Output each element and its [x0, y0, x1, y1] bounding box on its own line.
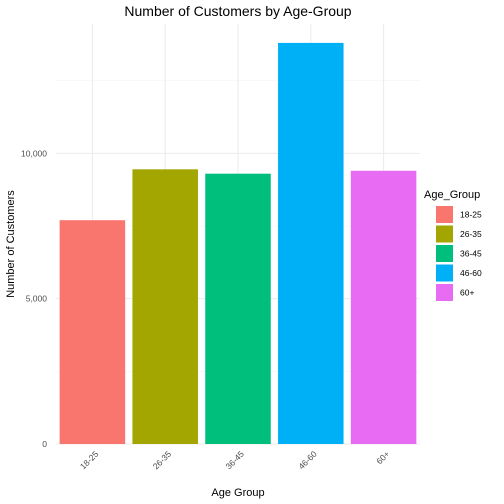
x-tick-label: 36-45 [223, 449, 246, 472]
legend-key [436, 245, 453, 262]
legend-key [436, 284, 453, 301]
x-axis-ticks: 18-25 26-35 36-45 46-60 60+ [78, 449, 392, 472]
y-axis-ticks: 0 5,000 10,000 [21, 148, 47, 449]
bar-36-45 [205, 173, 271, 444]
y-tick-label: 0 [42, 439, 47, 449]
legend-label: 26-35 [460, 229, 482, 239]
bar-26-35 [132, 169, 198, 444]
legend-title: Age_Group [424, 189, 480, 201]
legend-label: 36-45 [460, 249, 482, 259]
bars [59, 42, 417, 445]
legend-key [436, 206, 453, 223]
legend-label: 60+ [460, 288, 474, 298]
y-tick-label: 5,000 [26, 294, 48, 304]
x-tick-label: 60+ [374, 449, 391, 466]
bar-46-60 [278, 42, 344, 445]
x-tick-label: 46-60 [296, 449, 319, 472]
x-axis-title: Age Group [211, 487, 264, 499]
y-axis-title: Number of Customers [5, 190, 17, 298]
y-tick-label: 10,000 [21, 148, 47, 158]
legend-key [436, 264, 453, 282]
legend-label: 46-60 [460, 268, 482, 278]
x-tick-label: 26-35 [151, 449, 174, 472]
bar-60+ [350, 170, 417, 444]
legend-label: 18-25 [460, 210, 482, 220]
legend: Age_Group 18-25 26-35 36-45 46-60 60+ [424, 189, 482, 301]
chart-title: Number of Customers by Age-Group [124, 3, 351, 19]
legend-items: 18-25 26-35 36-45 46-60 60+ [436, 206, 482, 301]
bar-18-25 [59, 220, 126, 444]
x-tick-label: 18-25 [78, 449, 101, 472]
legend-key [436, 225, 453, 243]
